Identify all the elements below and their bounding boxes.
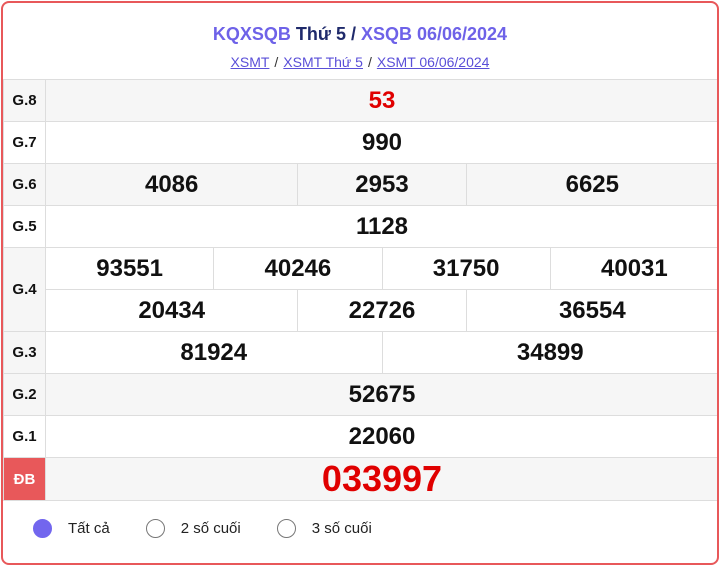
prize-row-special: ĐB 033997 xyxy=(3,457,717,501)
breadcrumb-xsmt[interactable]: XSMT xyxy=(230,54,270,70)
radio-selected-icon[interactable] xyxy=(33,519,52,538)
prize-number: 20434 xyxy=(44,289,299,332)
prize-number: 34899 xyxy=(381,331,717,374)
prize-row-g8: G.8 53 xyxy=(3,79,717,122)
filter-label: 2 số cuối xyxy=(180,520,241,537)
page-title: KQXSQB Thứ 5 / XSQB 06/06/2024 xyxy=(3,24,717,45)
breadcrumb-xsmt-thu5[interactable]: XSMT Thứ 5 xyxy=(283,54,363,70)
prize-label: G.4 xyxy=(3,247,46,332)
prize-number: 22060 xyxy=(45,415,717,458)
filter-all[interactable]: Tất cả xyxy=(33,519,110,538)
filter-last-2[interactable]: 2 số cuối xyxy=(145,519,241,538)
prize-row-g5: G.5 1128 xyxy=(3,205,717,248)
filter-label: Tất cả xyxy=(68,520,110,537)
prize-label: G.1 xyxy=(3,415,46,458)
prize-number: 22726 xyxy=(297,289,467,332)
prize-number: 81924 xyxy=(45,331,383,374)
prize-number: 53 xyxy=(45,79,717,122)
prize-row-g2: G.2 52675 xyxy=(3,373,717,416)
prize-number: 1128 xyxy=(45,205,717,248)
prize-number: 36554 xyxy=(465,289,717,332)
prize-row-g7: G.7 990 xyxy=(3,121,717,164)
separator: / xyxy=(367,54,372,70)
prize-number: 990 xyxy=(45,121,717,164)
prize-row-g6: G.6 4086 2953 6625 xyxy=(3,163,717,206)
prize-number: 52675 xyxy=(45,373,717,416)
prize-label: G.7 xyxy=(3,121,46,164)
radio-icon[interactable] xyxy=(145,519,165,538)
prize-number: 4086 xyxy=(44,163,299,206)
breadcrumb: XSMT / XSMT Thứ 5/XSMT 06/06/2024 xyxy=(3,54,717,70)
prize-row-g1: G.1 22060 xyxy=(3,415,717,458)
results-table: G.8 53 G.7 990 G.6 4086 2953 6625 G.5 1128 G.4… xyxy=(3,79,717,501)
prize-label: G.8 xyxy=(3,79,46,122)
prize-row-g4-b: 20434 22726 36554 xyxy=(4,289,717,332)
digit-filter: Tất cả 2 số cuối 3 số cuối xyxy=(33,519,408,538)
prize-label: G.3 xyxy=(3,331,46,374)
prize-label: G.2 xyxy=(3,373,46,416)
prize-number: 2953 xyxy=(297,163,467,206)
title-link-date[interactable]: XSQB 06/06/2024 xyxy=(360,24,508,44)
prize-label: G.6 xyxy=(3,163,46,206)
prize-number: 6625 xyxy=(465,163,717,206)
title-text: Thứ 5 / xyxy=(290,24,361,44)
prize-label: ĐB xyxy=(3,457,46,501)
filter-label: 3 số cuối xyxy=(311,520,372,537)
prize-number: 40246 xyxy=(213,247,383,290)
prize-row-g3: G.3 81924 34899 xyxy=(3,331,717,374)
title-link-kqxsqb[interactable]: KQXSQB xyxy=(212,24,291,44)
special-prize-number: 033997 xyxy=(45,457,717,501)
prize-number: 31750 xyxy=(381,247,551,290)
prize-row-g4: G.4 93551 40246 31750 40031 xyxy=(3,247,717,332)
prize-number: 40031 xyxy=(549,247,717,290)
prize-number: 93551 xyxy=(44,247,215,290)
prize-label: G.5 xyxy=(3,205,46,248)
radio-icon[interactable] xyxy=(276,519,296,538)
breadcrumb-xsmt-date[interactable]: XSMT 06/06/2024 xyxy=(376,54,490,70)
filter-last-3[interactable]: 3 số cuối xyxy=(276,519,372,538)
separator: / xyxy=(274,54,279,70)
